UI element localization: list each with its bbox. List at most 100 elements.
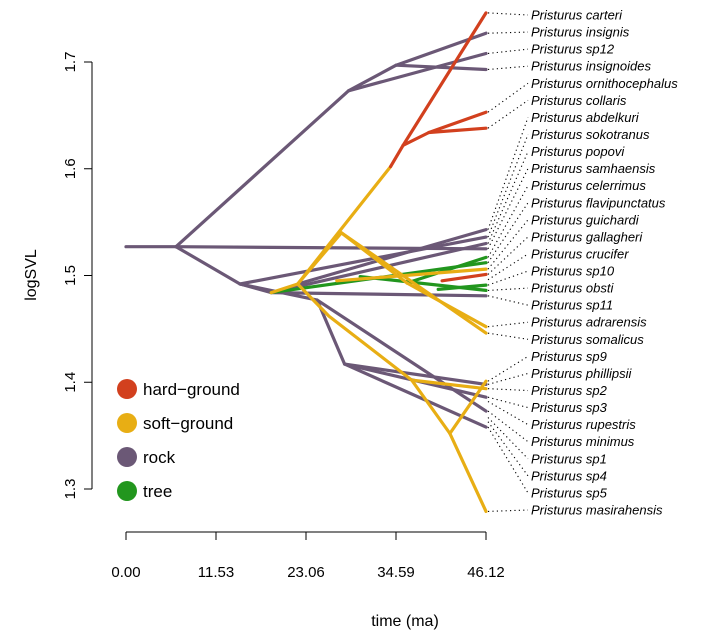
tip-label: Pristurus sp12 — [531, 42, 615, 57]
tip-label: Pristurus obsti — [531, 281, 614, 296]
tip-connector — [487, 219, 529, 270]
tip-connector — [487, 396, 529, 409]
x-tick-label: 46.12 — [467, 564, 505, 581]
tip-label: Pristurus sp1 — [531, 451, 607, 466]
branch-soft-ground — [335, 267, 488, 283]
legend-label: hard−ground — [143, 380, 240, 399]
branch-rock — [269, 291, 488, 298]
tip-label: Pristurus crucifer — [531, 246, 629, 261]
tip-connector — [487, 417, 529, 460]
branch-rock — [346, 51, 488, 93]
x-tick-label: 34.59 — [377, 564, 415, 581]
branch-tree — [436, 283, 488, 291]
tip-connector — [487, 151, 529, 244]
tip-connector — [487, 410, 529, 443]
y-axis: 1.3 1.4 1.5 1.6 1.7 — [62, 52, 93, 500]
legend-swatch — [117, 481, 137, 501]
tip-label: Pristurus adrarensis — [531, 315, 647, 330]
tip-connector — [487, 426, 529, 494]
tip-connector — [487, 31, 529, 34]
tip-connector — [487, 48, 529, 55]
y-tick-label: 1.3 — [62, 479, 79, 500]
tip-label: Pristurus somalicus — [531, 332, 644, 347]
branch-soft-ground — [448, 379, 488, 436]
y-tick-label: 1.4 — [62, 372, 79, 393]
tip-connector — [487, 388, 529, 392]
y-tick-label: 1.6 — [62, 158, 79, 179]
tip-connector — [487, 185, 529, 258]
tip-connector — [487, 117, 529, 230]
tip-connector — [487, 12, 529, 16]
tip-connector — [487, 168, 529, 250]
tip-connector — [487, 253, 529, 281]
tip-label: Pristurus phillipsii — [531, 366, 633, 381]
tip-label: Pristurus flavipunctatus — [531, 195, 666, 210]
branch-rock — [296, 228, 488, 286]
tip-connector — [487, 82, 529, 113]
y-tick-label: 1.5 — [62, 265, 79, 286]
tip-connector — [487, 202, 529, 263]
tip-connector — [487, 99, 529, 129]
tip-connector — [487, 270, 529, 286]
tip-label: Pristurus rupestris — [531, 417, 636, 432]
tip-connector — [487, 421, 529, 477]
tree-branches — [124, 11, 488, 513]
tip-label: Pristurus sp3 — [531, 400, 608, 415]
legend-swatch — [117, 447, 137, 467]
branch-hard-ground — [427, 126, 488, 135]
legend-swatch — [117, 379, 137, 399]
tip-label: Pristurus sp5 — [531, 485, 608, 500]
legend-label: tree — [143, 482, 172, 501]
branch-hard-ground — [440, 272, 488, 283]
tip-connector — [487, 509, 529, 512]
tip-label: Pristurus ornithocephalus — [531, 76, 678, 91]
tip-connector — [487, 321, 529, 328]
branch-soft-ground — [339, 231, 488, 329]
branch-soft-ground — [296, 165, 393, 286]
tip-label: Pristurus samhaensis — [531, 161, 656, 176]
x-tick-label: 0.00 — [111, 564, 140, 581]
legend-label: soft−ground — [143, 414, 233, 433]
tip-label: Pristurus carteri — [531, 8, 623, 23]
x-tick-label: 11.53 — [198, 564, 234, 581]
tip-connector — [487, 355, 529, 382]
tip-label: Pristurus sp11 — [531, 298, 613, 313]
legend-label: rock — [143, 448, 176, 467]
branch-soft-ground — [296, 282, 488, 391]
tip-label: Pristurus insignoides — [531, 59, 651, 74]
tip-label: Pristurus gallagheri — [531, 229, 643, 244]
tip-label: Pristurus sp9 — [531, 349, 607, 364]
tip-label: Pristurus sokotranus — [531, 127, 650, 142]
y-ticks: 1.3 1.4 1.5 1.6 1.7 — [62, 52, 92, 500]
x-axis-title: time (ma) — [371, 613, 439, 630]
tip-labels: Pristurus carteri Pristurus insignis Prist… — [531, 8, 678, 518]
branch-rock — [315, 298, 488, 413]
tip-label: Pristurus guichardi — [531, 212, 640, 227]
tip-label: Pristurus sp2 — [531, 383, 608, 398]
tip-connector — [487, 295, 529, 306]
x-ticks: 0.00 11.53 23.06 34.59 46.12 — [111, 532, 505, 581]
tip-connector — [487, 287, 529, 291]
branch-rock — [394, 63, 488, 72]
y-tick-label: 1.7 — [62, 52, 79, 73]
legend-swatch — [117, 413, 137, 433]
y-axis-title: logSVL — [23, 249, 40, 301]
tip-connector — [487, 236, 529, 275]
tip-label: Pristurus sp4 — [531, 468, 607, 483]
tip-label: Pristurus minimus — [531, 434, 635, 449]
tip-label: Pristurus masirahensis — [531, 503, 663, 518]
tip-connector — [487, 400, 529, 426]
tip-connector — [487, 65, 529, 71]
tip-label: Pristurus sp10 — [531, 264, 615, 279]
tip-label: Pristurus popovi — [531, 144, 625, 159]
tip-label: Pristurus celerrimus — [531, 178, 646, 193]
tip-label: Pristurus insignis — [531, 25, 630, 40]
tip-connector — [487, 134, 529, 238]
tip-label: Pristurus collaris — [531, 93, 627, 108]
branch-rock — [174, 31, 488, 249]
legend: hard−ground soft−ground rock tree — [117, 379, 240, 501]
branch-tree — [405, 255, 488, 285]
x-tick-label: 23.06 — [287, 564, 325, 581]
tip-label: Pristurus abdelkuri — [531, 110, 640, 125]
tip-connectors — [487, 12, 529, 512]
